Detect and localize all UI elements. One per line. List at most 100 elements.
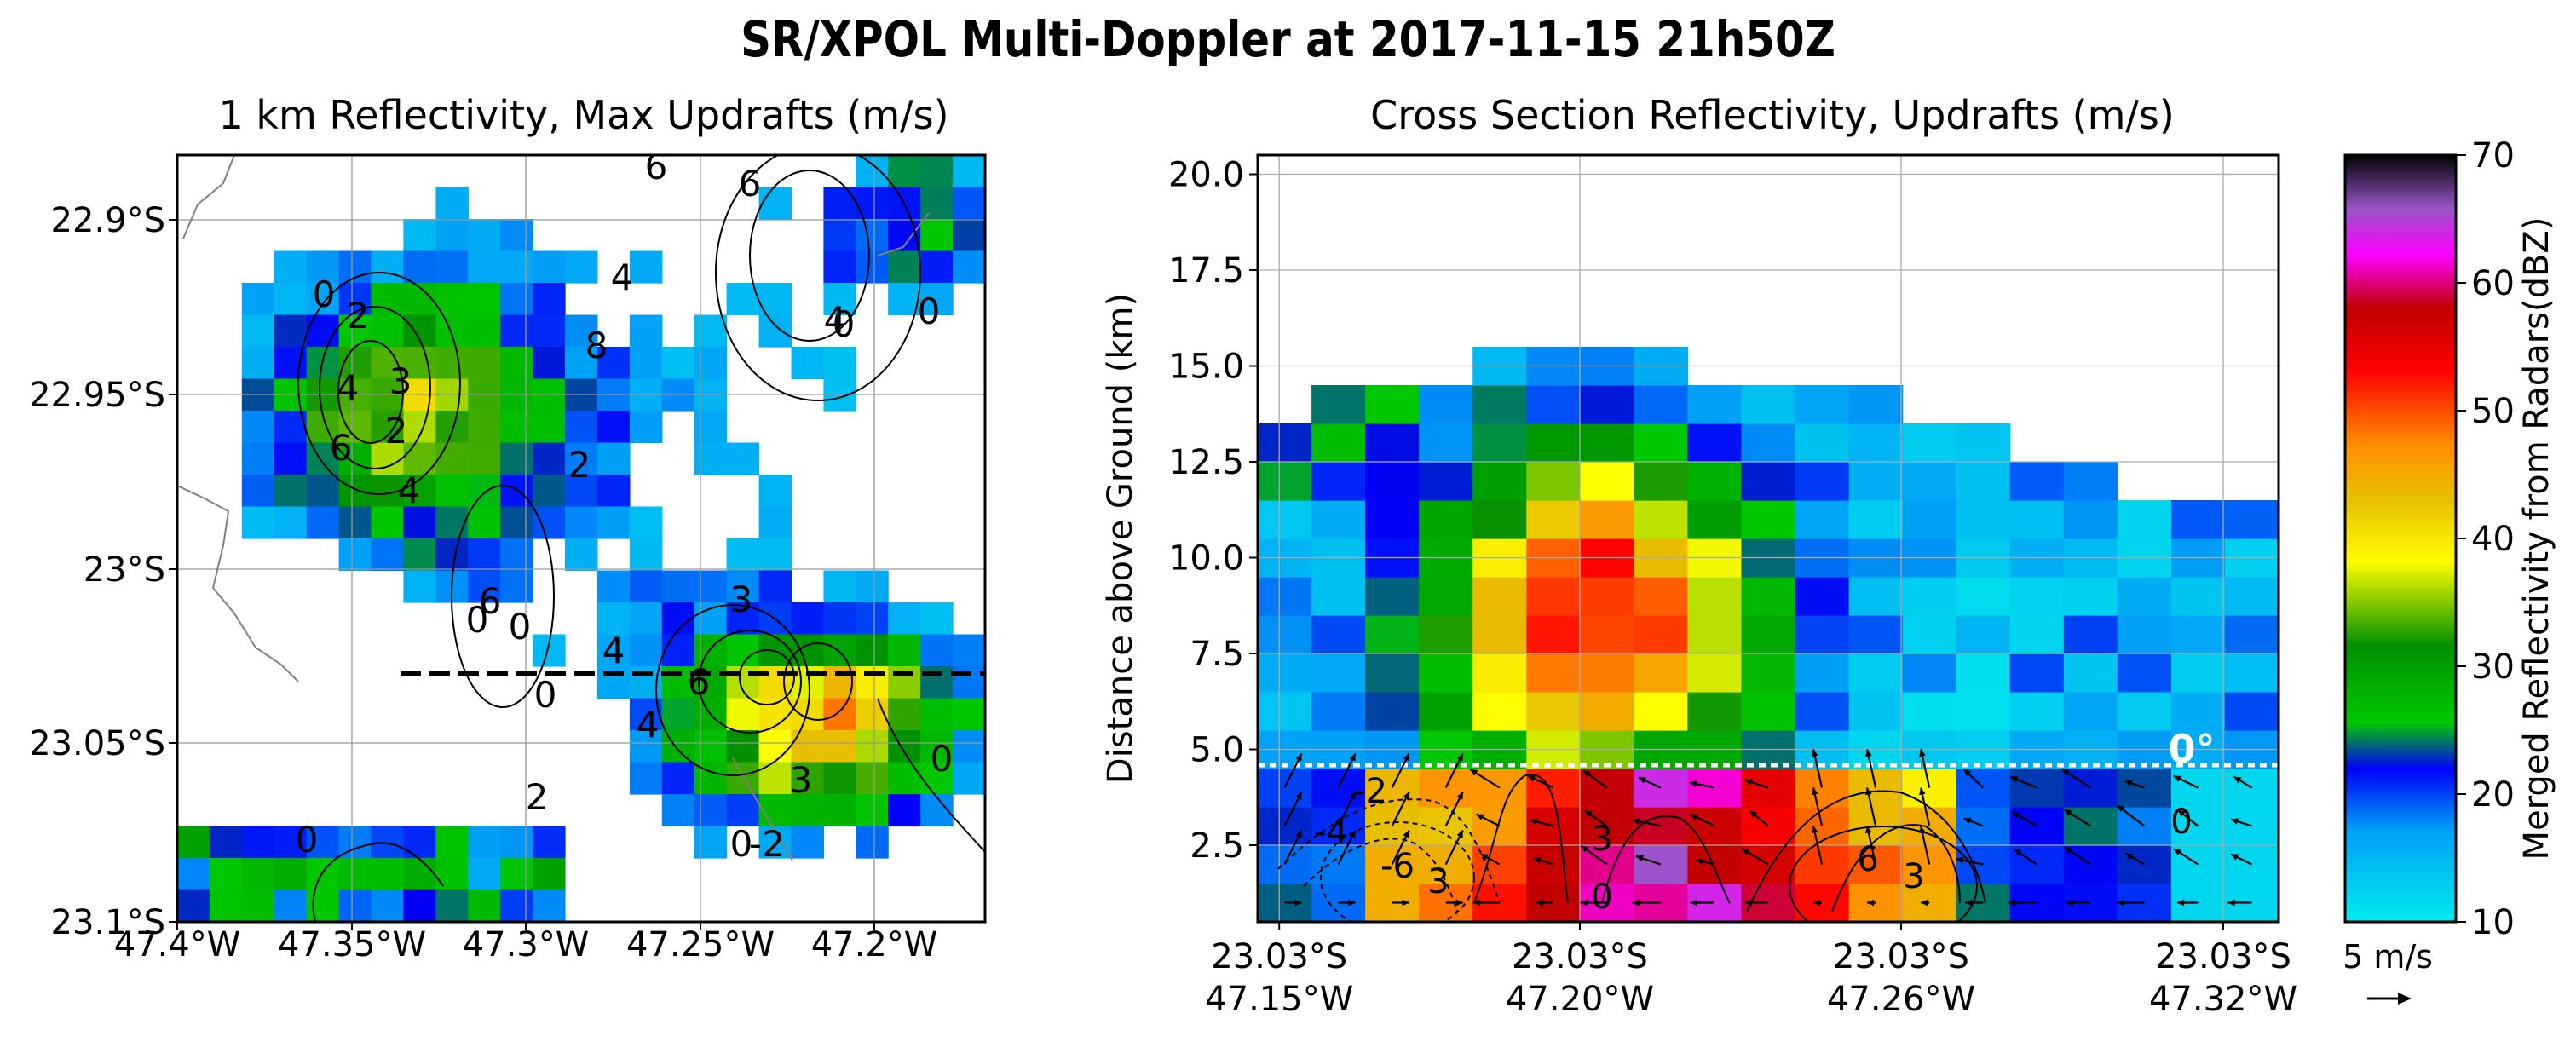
cross-section-cell xyxy=(1741,692,1796,731)
left-x-tick-label: 47.2°W xyxy=(811,925,938,964)
reflectivity-cell xyxy=(758,794,792,827)
cross-section-cell xyxy=(1311,653,1366,693)
cross-section-cell xyxy=(2224,845,2279,884)
right-y-tick-label: 5.0 xyxy=(1190,731,1244,770)
right-x-tick-label-lon: 47.20°W xyxy=(1506,980,1654,1019)
cross-section-cell xyxy=(1472,769,1527,808)
cross-section-cell xyxy=(1419,807,1473,846)
wind-arrowhead xyxy=(2177,809,2186,817)
cross-section-cell xyxy=(1526,577,1581,616)
cross-section-cell xyxy=(1687,577,1743,616)
cross-section-cell xyxy=(2063,807,2118,846)
wind-arrowhead xyxy=(1812,826,1818,834)
reflectivity-cell xyxy=(856,666,889,699)
cross-section-cell xyxy=(2224,577,2279,616)
left-contour-label: 0 xyxy=(466,599,489,641)
reflectivity-cell xyxy=(920,283,954,316)
cross-section-cell xyxy=(2009,577,2065,616)
reflectivity-cell xyxy=(403,314,436,348)
cross-section-cell xyxy=(1419,653,1473,693)
wind-arrowhead xyxy=(1527,775,1536,782)
cross-section-cell xyxy=(2170,653,2226,693)
cross-section-cell xyxy=(1311,500,1366,539)
wind-arrowhead xyxy=(1456,792,1463,800)
cross-section-cell xyxy=(1526,500,1581,539)
wind-arrowhead xyxy=(2231,818,2239,825)
cross-section-cell xyxy=(1902,769,1957,808)
reflectivity-cell xyxy=(694,602,728,636)
cross-section-cell xyxy=(1365,845,1420,884)
reflectivity-cell xyxy=(856,730,889,763)
wind-arrowhead xyxy=(2173,775,2181,782)
reflectivity-cell xyxy=(403,411,436,444)
left-contour-label: 4 xyxy=(398,469,421,511)
reflectivity-cell xyxy=(791,730,824,763)
wind-arrowhead xyxy=(1580,899,1588,907)
colorbar: 10 20 30 40 50 60 70 Merged Reflectivity from … xyxy=(2343,136,2556,942)
right-y-tick-label: 12.5 xyxy=(1168,443,1244,482)
reflectivity-cell xyxy=(597,475,631,508)
reflectivity-cell xyxy=(565,538,598,572)
cross-section-cell xyxy=(2063,500,2118,539)
reflectivity-cell xyxy=(500,570,533,603)
reflectivity-cell xyxy=(823,570,856,603)
cross-section-cell xyxy=(1526,845,1581,884)
wind-arrowhead xyxy=(1965,899,1973,907)
reflectivity-cell xyxy=(435,411,469,444)
cross-section-cell xyxy=(1526,462,1581,501)
cross-section-cell xyxy=(1311,769,1366,808)
cross-section-cell xyxy=(1419,845,1473,884)
reflectivity-cell xyxy=(758,506,792,539)
reflectivity-cell xyxy=(661,347,695,380)
reflectivity-cell xyxy=(758,187,792,220)
reflectivity-cell xyxy=(694,794,728,827)
reflectivity-cell xyxy=(888,730,921,763)
cross-section-cell xyxy=(1258,615,1312,654)
reflectivity-cell xyxy=(209,889,243,922)
reflectivity-cell xyxy=(371,826,404,859)
reflectivity-cell xyxy=(533,314,566,348)
left-contour-label: 6 xyxy=(330,427,353,469)
reflectivity-cell xyxy=(533,634,566,667)
reflectivity-cell xyxy=(338,442,372,475)
reflectivity-cell xyxy=(435,187,469,220)
reflectivity-cell xyxy=(306,442,340,475)
reflectivity-cell xyxy=(403,826,436,859)
left-contour-label: 0 xyxy=(296,819,319,861)
reflectivity-cell xyxy=(371,442,404,475)
reflectivity-cell xyxy=(856,187,889,220)
cross-section-cell xyxy=(2063,462,2118,501)
wind-arrowhead xyxy=(1921,899,1928,907)
wind-arrowhead xyxy=(1403,830,1409,838)
reflectivity-cell xyxy=(953,187,985,220)
right-contour-label: 0 xyxy=(2170,803,2192,842)
reflectivity-cell xyxy=(533,889,566,922)
reflectivity-cell xyxy=(629,347,663,380)
reflectivity-cell xyxy=(468,506,501,539)
cross-section-cell xyxy=(1902,500,1957,539)
reflectivity-cell xyxy=(888,698,921,731)
cross-section-cell xyxy=(1741,500,1796,539)
right-x-tick-label-lon: 47.15°W xyxy=(1205,980,1353,1019)
colorbar-tick-label: 40 xyxy=(2471,520,2515,559)
left-contour-label: 2 xyxy=(385,410,408,452)
cross-section-cell xyxy=(1687,385,1743,424)
wind-arrowhead xyxy=(1455,899,1463,907)
reflectivity-cell xyxy=(371,250,404,284)
reflectivity-cell xyxy=(888,602,921,636)
cross-section-cell xyxy=(1419,462,1473,501)
cross-section-cell xyxy=(1741,653,1796,693)
reflectivity-cell xyxy=(468,475,501,508)
wind-arrowhead xyxy=(1581,845,1589,853)
wind-arrowhead xyxy=(1295,830,1302,838)
reflectivity-cell xyxy=(306,250,340,284)
reflectivity-cell xyxy=(823,250,856,284)
freezing-level-label: 0° xyxy=(2168,726,2215,772)
left-contour-label: 6 xyxy=(479,580,502,622)
cross-section-cell xyxy=(1419,577,1473,616)
reflectivity-cell xyxy=(597,411,631,444)
cross-section-cell xyxy=(1741,807,1796,846)
cross-section-cell xyxy=(1956,769,2011,808)
quiver-key: 5 m/s xyxy=(2343,938,2433,1005)
